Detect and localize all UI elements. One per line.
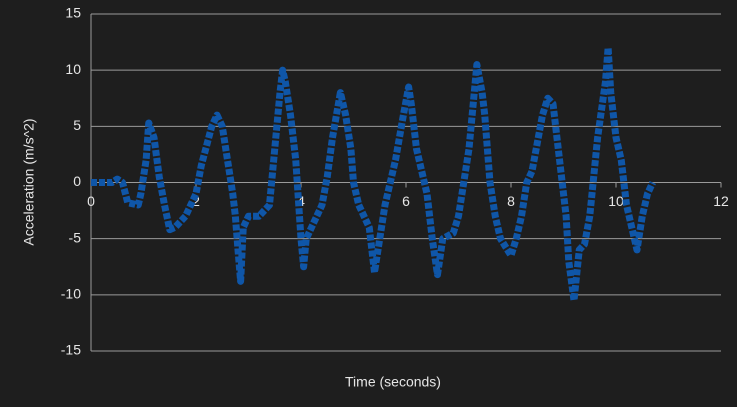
x-axis-label: Time (seconds) <box>345 374 441 390</box>
x-tick-label: 10 <box>608 193 624 209</box>
y-tick-label: 10 <box>65 61 81 77</box>
x-tick-label: 6 <box>402 193 410 209</box>
x-tick-label: 0 <box>87 193 95 209</box>
data-line <box>91 44 656 304</box>
y-tick-label: 5 <box>73 117 81 133</box>
x-tick-label: 8 <box>507 193 515 209</box>
x-tick-label: 12 <box>713 193 729 209</box>
y-tick-label: -15 <box>61 342 81 358</box>
y-axis-label: Acceleration (m/s^2) <box>21 118 37 245</box>
y-tick-label: -10 <box>61 286 81 302</box>
y-tick-label: 15 <box>65 5 81 21</box>
y-tick-label: 0 <box>73 173 81 189</box>
y-tick-label: -5 <box>69 229 82 245</box>
